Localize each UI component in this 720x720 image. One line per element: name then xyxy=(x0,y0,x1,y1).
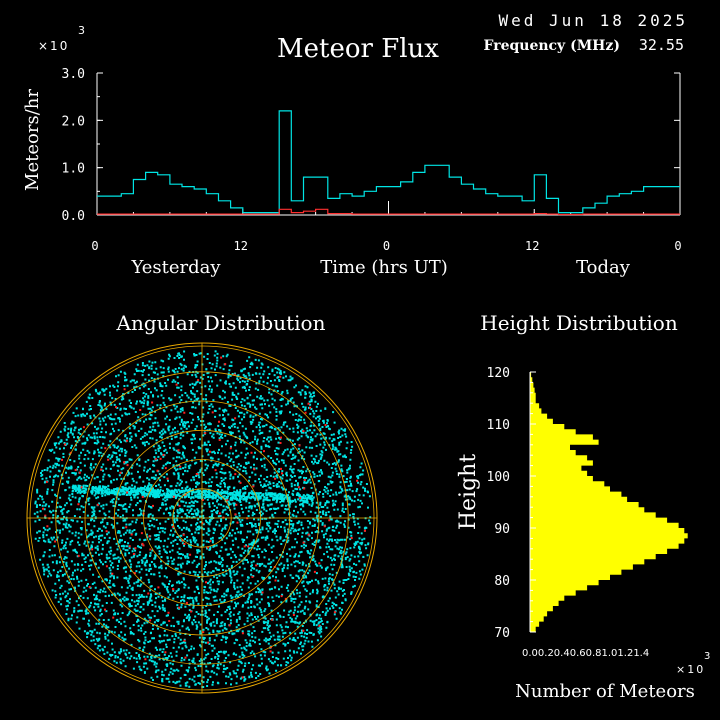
frequency-value: 32.55 xyxy=(639,36,684,54)
flux-y-tick-label: 3.0 xyxy=(62,67,85,82)
yesterday-label: Yesterday xyxy=(130,257,221,278)
angular-red-points xyxy=(42,356,366,679)
height-chart: 70 80 90 100 110 120 xyxy=(487,366,688,641)
height-x-tick-labels: 0.00.20.40.60.81.01.21.4 xyxy=(522,648,649,659)
height-y-tick-label: 120 xyxy=(487,366,510,381)
flux-multiplier-exp: 3 xyxy=(78,24,85,37)
flux-chart: 0.0 1.0 2.0 3.0 0 12 0 12 0 xyxy=(62,67,682,253)
height-y-tick-label: 90 xyxy=(494,522,510,537)
date-label: Wed Jun 18 2025 xyxy=(499,11,689,30)
height-y-tick-label: 80 xyxy=(494,574,510,589)
flux-axes xyxy=(96,72,681,216)
flux-y-tick-label: 2.0 xyxy=(62,114,85,129)
flux-y-tick-label: 0.0 xyxy=(62,209,85,224)
flux-series-line-1 xyxy=(97,208,680,216)
flux-series xyxy=(97,110,680,216)
height-y-tick-label: 100 xyxy=(487,470,510,485)
today-label: Today xyxy=(576,257,631,278)
flux-tick-labels: 0.0 1.0 2.0 3.0 0 12 0 12 0 xyxy=(62,67,682,253)
height-y-tick-label: 70 xyxy=(494,626,510,641)
flux-y-tick-label: 1.0 xyxy=(62,162,85,177)
flux-x-tick-label: 0 xyxy=(91,239,98,253)
flux-x-tick-label: 12 xyxy=(234,239,248,253)
flux-multiplier: ×10 xyxy=(38,39,69,53)
height-y-tick-label: 110 xyxy=(487,418,510,433)
flux-x-axis-label: Time (hrs UT) xyxy=(320,257,448,278)
flux-x-tick-label: 0 xyxy=(383,239,390,253)
height-multiplier: ×10 xyxy=(676,663,705,676)
flux-series-line-0 xyxy=(97,110,680,214)
height-multiplier-exp: 3 xyxy=(704,651,710,662)
height-x-axis-label: Number of Meteors xyxy=(515,681,695,702)
angular-title: Angular Distribution xyxy=(116,311,326,335)
height-title: Height Distribution xyxy=(480,311,678,335)
angular-distribution-plot xyxy=(26,342,378,694)
flux-x-tick-label: 0 xyxy=(674,239,681,253)
frequency-label: Frequency (MHz) xyxy=(484,38,621,54)
flux-y-axis-label: Meteors/hr xyxy=(22,89,43,191)
height-y-axis-label: Height xyxy=(456,454,481,530)
flux-x-tick-label: 12 xyxy=(525,239,539,253)
height-bars xyxy=(530,372,688,632)
flux-title: Meteor Flux xyxy=(277,34,439,64)
